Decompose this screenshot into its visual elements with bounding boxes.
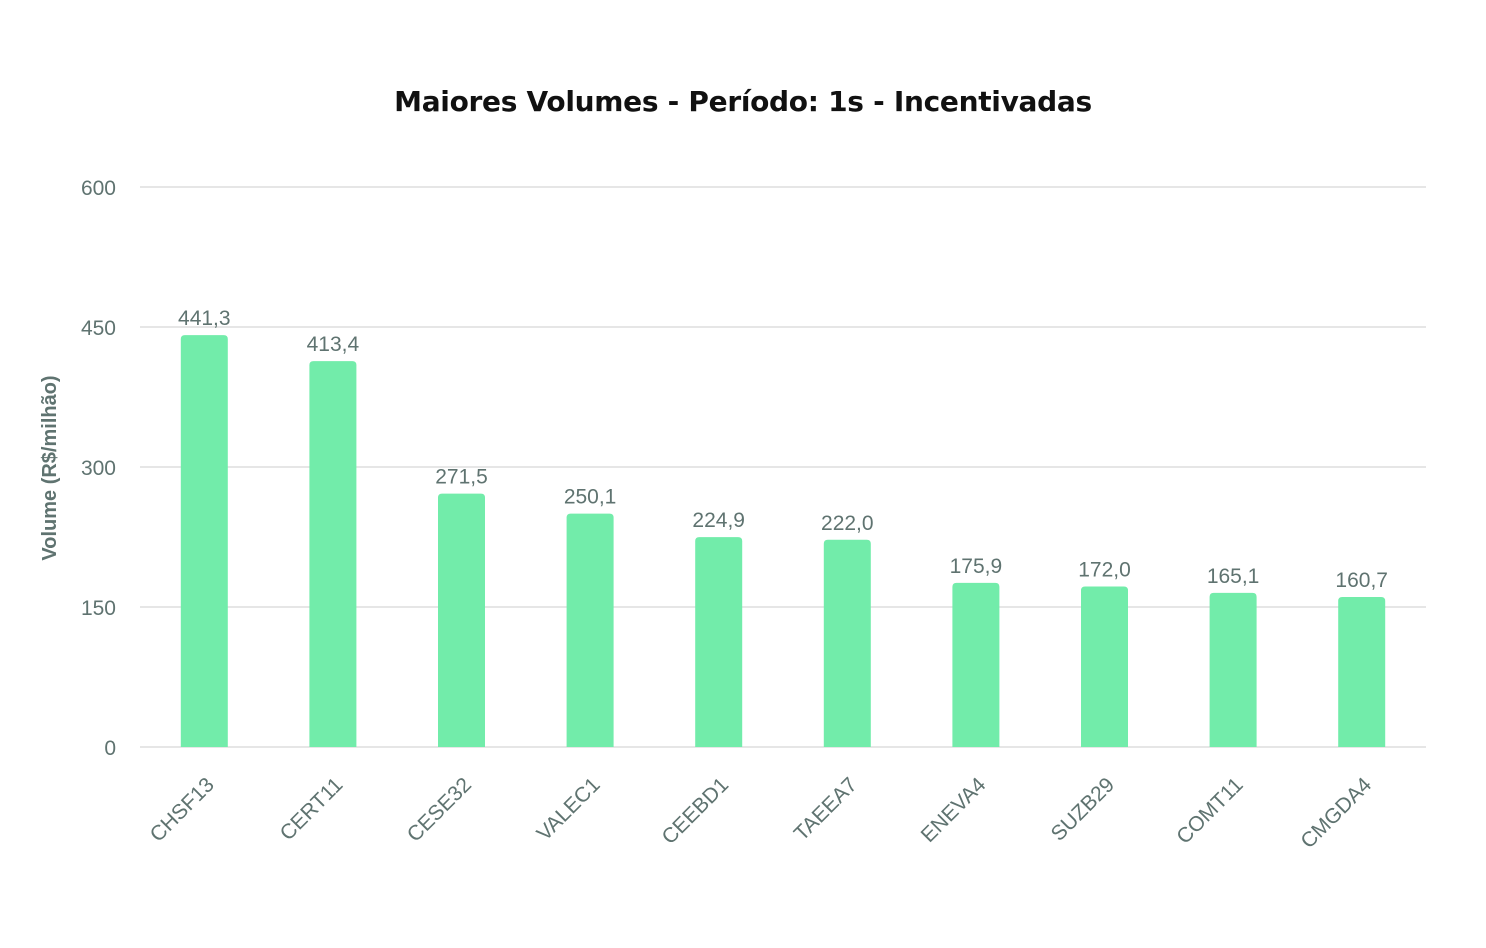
y-tick-label: 150: [81, 597, 116, 620]
x-tick-label: CESE32: [403, 773, 476, 846]
x-tick-label: CERT11: [276, 773, 348, 845]
data-label: 413,4: [307, 333, 360, 356]
bar-comt11: [1209, 592, 1257, 747]
bar-cmgda4: [1338, 597, 1386, 747]
x-tick-label: ENEVA4: [917, 773, 991, 847]
x-axis-ticks: CHSF13 CERT11 CESE32 VALEC1 CEEBD1 TAEEA7 ENEV…: [146, 773, 1377, 853]
bar-ceebd1: [695, 537, 743, 747]
data-label: 224,9: [692, 509, 745, 532]
y-axis-label: Volume (R$/milhão): [39, 375, 61, 560]
data-label: 172,0: [1078, 558, 1131, 581]
x-tick-label: CHSF13: [146, 773, 219, 846]
bar-chsf13: [180, 335, 228, 747]
data-label: 250,1: [564, 486, 617, 509]
x-tick-label: VALEC1: [533, 773, 605, 845]
chart-title: Maiores Volumes - Período: 1s - Incentiv…: [394, 85, 1092, 118]
bar-eneva4: [952, 582, 1000, 747]
bar-taeea7: [823, 539, 871, 747]
x-tick-label: CEEBD1: [658, 773, 734, 849]
data-label: 271,5: [435, 466, 488, 489]
data-labels: 441,3 413,4 271,5 250,1 224,9 222,0 175,9 172,0…: [178, 307, 1388, 592]
x-tick-label: COMT11: [1172, 773, 1247, 848]
bar-cese32: [438, 493, 485, 747]
data-label: 165,1: [1207, 565, 1260, 588]
data-label: 160,7: [1335, 569, 1388, 592]
data-label: 441,3: [178, 307, 231, 330]
bar-cert11: [309, 361, 357, 747]
y-tick-label: 300: [81, 457, 116, 480]
x-tick-label: TAEEA7: [790, 773, 862, 845]
y-tick-label: 0: [104, 737, 116, 760]
y-tick-label: 600: [81, 177, 116, 200]
y-tick-label: 450: [81, 317, 116, 340]
x-tick-label: SUZB29: [1047, 773, 1119, 845]
x-tick-label: CMGDA4: [1296, 773, 1376, 853]
bars: [180, 335, 1386, 747]
bar-suzb29: [1081, 586, 1128, 747]
bar-valec1: [566, 513, 614, 747]
data-label: 222,0: [821, 512, 874, 535]
y-axis-ticks: 0 150 300 450 600: [81, 177, 116, 760]
data-label: 175,9: [950, 555, 1003, 578]
